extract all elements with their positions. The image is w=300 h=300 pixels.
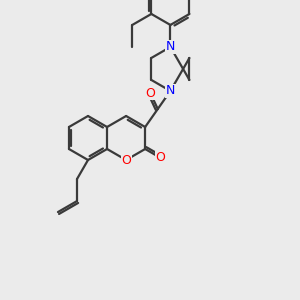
Text: O: O bbox=[146, 86, 155, 100]
Text: N: N bbox=[166, 40, 175, 53]
Text: O: O bbox=[155, 151, 165, 164]
Text: N: N bbox=[166, 85, 175, 98]
Text: O: O bbox=[121, 154, 131, 166]
